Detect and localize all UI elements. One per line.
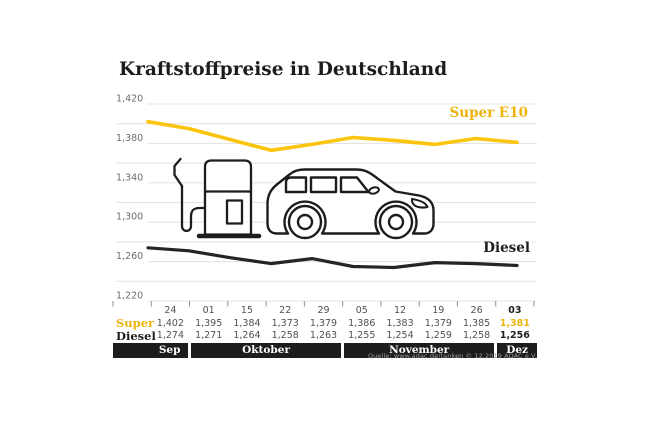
grid-layer: 1,220 1,260 1,300 1,340 1,380 1,420 [112,94,537,307]
legend-super-e10: Super E10 [447,105,530,121]
diesel-value-cell: 1,263 [309,330,338,341]
super-value-cell: 1,379 [424,317,452,329]
series-line-super-e10 [146,119,519,153]
super-value-cell: 1,402 [156,317,185,329]
series-layer [146,119,519,270]
month-band-november: November [344,343,495,358]
month-band-sep: Sep [113,343,189,358]
diesel-value-cell: 1,256 [499,330,530,341]
date-cell: 26 [470,305,483,316]
y-axis-label: 1,340 [116,172,143,183]
super-value-cell: 1,373 [271,317,299,329]
y-axis-label: 1,380 [116,133,143,144]
diesel-value-cell: 1,259 [424,330,452,341]
month-band-dez: Dez [497,343,537,358]
diesel-value-cell: 1,255 [348,330,376,341]
super-value-cell: 1,385 [462,317,491,329]
date-cell: 03 [508,305,522,316]
super-value-cell: 1,383 [386,317,414,329]
date-cell: 22 [279,305,292,316]
super-value-cell: 1,395 [195,317,223,329]
diesel-value-cell: 1,254 [386,330,414,341]
super-value-cell: 1,386 [348,317,376,329]
table-row-label-super: Super [116,316,155,330]
table-row-label-diesel: Diesel [116,329,156,343]
date-cell: 12 [393,305,407,316]
super-value-cell: 1,381 [499,317,530,329]
super-value-cell: 1,384 [233,317,261,329]
page-title: Kraftstoffpreise in Deutschland [119,59,448,80]
y-axis-label: 1,300 [116,212,143,223]
y-axis-label: 1,220 [116,291,143,302]
diesel-value-cell: 1,264 [233,330,261,341]
series-line-diesel [146,246,519,270]
diesel-value-cell: 1,271 [195,330,223,341]
y-axis-label: 1,260 [116,251,143,262]
date-cell: 24 [164,305,177,316]
car-icon [266,168,435,240]
diesel-value-cell: 1,258 [271,330,299,341]
source-note: Quelle: www.adac.de/tanken © 12.2019 ADA… [367,352,537,360]
date-cell: 05 [355,305,368,316]
fuel-pump-icon [173,157,262,239]
y-axis-label: 1,420 [116,94,143,105]
month-band-oktober: Oktober [191,343,342,358]
legend-diesel: Diesel [481,240,532,256]
diesel-value-cell: 1,274 [156,330,185,341]
super-value-cell: 1,379 [309,317,338,329]
date-cell: 01 [202,305,215,316]
diesel-value-cell: 1,258 [462,330,491,341]
date-cell: 19 [432,305,445,316]
date-cell: 15 [240,305,253,316]
date-cell: 29 [317,305,330,316]
